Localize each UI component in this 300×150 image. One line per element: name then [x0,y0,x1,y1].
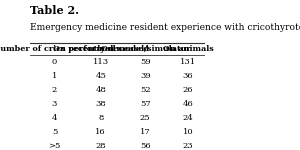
Text: 113: 113 [93,58,109,66]
Text: 1: 1 [52,72,57,80]
Text: 38: 38 [95,100,106,108]
Text: Emergency medicine resident experience with cricothyrotomy (crics).: Emergency medicine resident experience w… [30,23,300,32]
Text: 23: 23 [183,142,193,150]
Text: >5: >5 [48,142,61,150]
Text: 56: 56 [140,142,151,150]
Text: 4: 4 [52,114,57,122]
Text: 39: 39 [140,72,151,80]
Text: 25: 25 [140,114,151,122]
Text: 46: 46 [183,100,194,108]
Text: Table 2.: Table 2. [30,5,79,16]
Text: 8: 8 [98,114,104,122]
Text: 131: 131 [180,58,196,66]
Text: 45: 45 [95,72,106,80]
Text: 2: 2 [52,86,57,94]
Text: 3: 3 [52,100,57,108]
Text: 0: 0 [52,58,57,66]
Text: 5: 5 [52,128,57,136]
Text: 26: 26 [183,86,193,94]
Text: 52: 52 [140,86,151,94]
Text: 28: 28 [95,142,106,150]
Text: Number of crics performed: Number of crics performed [0,45,116,53]
Text: 48: 48 [95,86,106,94]
Text: On model/simulator: On model/simulator [101,45,190,53]
Text: 10: 10 [183,128,193,136]
Text: 59: 59 [140,58,151,66]
Text: 16: 16 [95,128,106,136]
Text: 36: 36 [183,72,193,80]
Text: 57: 57 [140,100,151,108]
Text: On recently deceased: On recently deceased [53,45,149,53]
Text: 24: 24 [183,114,194,122]
Text: On animals: On animals [163,45,213,53]
Text: 17: 17 [140,128,151,136]
